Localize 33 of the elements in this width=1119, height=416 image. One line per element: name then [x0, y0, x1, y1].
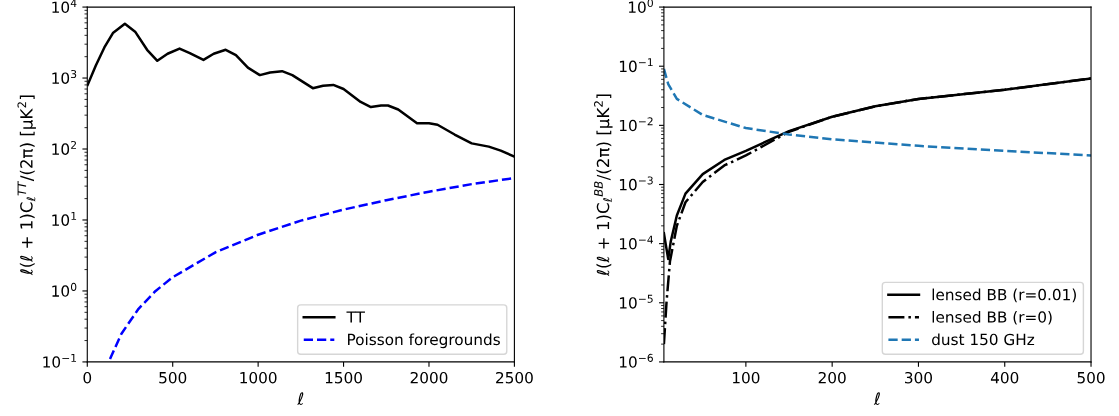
x-tick-label: 200 — [818, 371, 846, 384]
legend-label: TT — [346, 311, 365, 323]
y-tick-label: 10$^{−2}$ — [619, 117, 653, 132]
x-axis-title: ℓ — [297, 392, 304, 405]
y-tick-label: 10$^{−4}$ — [619, 235, 654, 250]
y-tick-label: 10$^{−3}$ — [619, 176, 653, 191]
y-tick-label: 10$^{−1}$ — [43, 353, 77, 368]
x-tick-label: 1500 — [325, 371, 362, 384]
x-tick-label: 0 — [83, 371, 92, 384]
x-tick-label: 300 — [905, 371, 933, 384]
x-axis-title: ℓ — [873, 392, 880, 405]
x-tick-label: 500 — [1077, 371, 1105, 384]
line-series — [663, 67, 1092, 157]
y-tick-label: 10$^{0}$ — [52, 282, 77, 297]
legend-label: lensed BB (r=0) — [932, 310, 1052, 325]
y-tick-label: 10$^{4}$ — [52, 0, 77, 13]
x-tick-label: 2000 — [410, 371, 448, 384]
x-tick-label: 2500 — [496, 371, 533, 384]
y-axis-title: ℓ(ℓ + 1)C$_{ℓ}$$^{BB}$/(2π) [μK$^{2}$] — [594, 94, 613, 277]
legend-label: dust 150 GHz — [932, 333, 1035, 346]
x-tick-label: 400 — [990, 371, 1019, 384]
x-tick-label: 1000 — [240, 371, 277, 384]
y-tick-label: 10$^{−5}$ — [619, 294, 653, 309]
y-tick-label: 10$^{−1}$ — [619, 58, 653, 73]
y-tick-label: 10$^{3}$ — [52, 69, 77, 84]
y-tick-label: 10$^{2}$ — [52, 140, 76, 155]
x-tick-label: 100 — [732, 371, 760, 384]
y-axis-title: ℓ(ℓ + 1)C$_{ℓ}$$^{TT}$/(2π) [μK$^{2}$] — [17, 95, 36, 276]
y-tick-label: 10$^{1}$ — [52, 212, 77, 226]
legend-label: lensed BB (r=0.01) — [932, 288, 1076, 303]
y-tick-label: 10$^{−6}$ — [619, 353, 653, 368]
x-tick-label: 500 — [159, 371, 187, 384]
legend-label: Poisson foregrounds — [348, 333, 500, 349]
